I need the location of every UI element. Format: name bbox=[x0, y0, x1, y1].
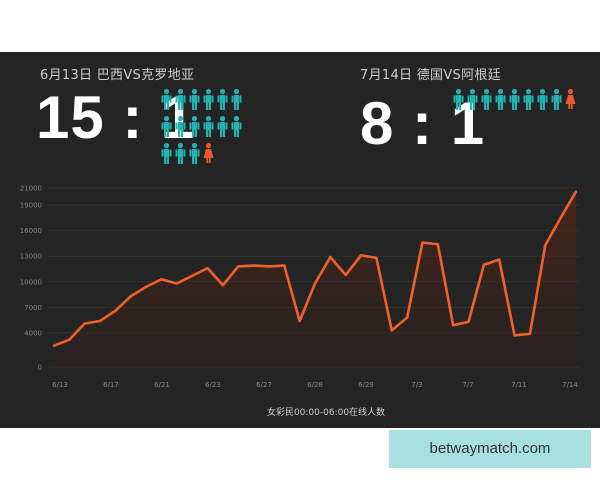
data-point bbox=[436, 243, 440, 246]
male-person-icon bbox=[481, 88, 492, 110]
data-point bbox=[574, 190, 578, 193]
male-person-icon bbox=[189, 88, 200, 110]
male-person-icon bbox=[175, 142, 186, 164]
data-point bbox=[267, 265, 271, 268]
data-point bbox=[528, 332, 532, 335]
data-point bbox=[283, 264, 286, 267]
y-tick-label: 13000 bbox=[20, 253, 42, 261]
male-person-icon bbox=[161, 115, 172, 137]
series-area bbox=[54, 191, 576, 367]
match-1-title: 6月13日 巴西VS克罗地亚 bbox=[40, 68, 195, 83]
data-point bbox=[175, 282, 179, 285]
match-1-ratio-icons bbox=[161, 88, 242, 164]
data-point bbox=[344, 273, 347, 277]
y-tick-label: 10000 bbox=[20, 278, 42, 286]
y-tick-label: 19000 bbox=[20, 202, 42, 210]
x-tick-label: 7/14 bbox=[562, 381, 578, 389]
data-point bbox=[559, 216, 562, 220]
watermark: betwaymatch.com bbox=[389, 430, 591, 468]
data-point bbox=[68, 338, 71, 341]
data-point bbox=[451, 324, 455, 327]
x-axis-label: 女彩民00:00-06:00在线人数 bbox=[267, 406, 385, 418]
match-2-ratio-icons bbox=[453, 88, 576, 110]
y-tick-label: 4000 bbox=[24, 329, 42, 337]
data-point bbox=[98, 319, 102, 323]
male-person-icon bbox=[467, 88, 478, 110]
data-point bbox=[221, 283, 225, 287]
male-person-icon bbox=[537, 88, 548, 110]
male-person-icon bbox=[551, 88, 562, 110]
x-tick-label: 6/27 bbox=[256, 381, 272, 389]
data-point bbox=[544, 243, 547, 247]
data-point bbox=[405, 316, 409, 319]
male-person-icon bbox=[189, 115, 200, 137]
data-point bbox=[129, 295, 132, 298]
x-tick-label: 6/23 bbox=[205, 381, 221, 389]
male-person-icon bbox=[523, 88, 534, 110]
data-point bbox=[513, 334, 516, 337]
data-point bbox=[160, 278, 163, 281]
data-point bbox=[144, 285, 148, 289]
x-tick-label: 6/13 bbox=[52, 381, 68, 389]
x-tick-label: 7/3 bbox=[411, 381, 422, 389]
match-2-title: 7月14日 德国VS阿根廷 bbox=[360, 68, 501, 83]
y-tick-label: 0 bbox=[38, 364, 42, 372]
data-point bbox=[421, 241, 424, 244]
data-point bbox=[482, 263, 486, 266]
male-person-icon bbox=[203, 115, 214, 137]
male-person-icon bbox=[203, 88, 214, 110]
male-person-icon bbox=[189, 142, 200, 164]
x-tick-label: 6/17 bbox=[103, 381, 119, 389]
male-person-icon bbox=[217, 88, 228, 110]
online-users-line-chart: 0 4000 7000 10000 13000 16000 19000 21000 6/13 6/… bbox=[20, 185, 580, 418]
male-person-icon bbox=[161, 142, 172, 164]
y-tick-label: 7000 bbox=[24, 304, 42, 312]
match-2-score: 8 : 1 bbox=[360, 90, 486, 157]
x-tick-label: 7/11 bbox=[511, 381, 527, 389]
male-person-icon bbox=[175, 88, 186, 110]
male-person-icon bbox=[175, 115, 186, 137]
male-person-icon bbox=[509, 88, 520, 110]
male-person-icon bbox=[231, 115, 242, 137]
data-point bbox=[52, 344, 56, 347]
x-tick-label: 7/7 bbox=[462, 381, 473, 389]
data-point bbox=[390, 329, 393, 332]
data-point bbox=[298, 319, 301, 323]
female-person-icon bbox=[565, 88, 576, 109]
male-person-icon bbox=[231, 88, 242, 110]
x-tick-label: 6/28 bbox=[307, 381, 323, 389]
male-person-icon bbox=[453, 88, 464, 110]
data-point bbox=[252, 264, 255, 267]
data-point bbox=[206, 266, 209, 270]
data-point bbox=[237, 265, 240, 268]
data-point bbox=[467, 320, 470, 324]
data-point bbox=[359, 254, 363, 257]
male-person-icon bbox=[161, 88, 172, 110]
data-point bbox=[114, 309, 117, 312]
data-point bbox=[83, 322, 86, 325]
x-tick-label: 6/29 bbox=[358, 381, 374, 389]
y-tick-label: 16000 bbox=[20, 227, 42, 235]
data-point bbox=[375, 256, 378, 260]
y-tick-label: 21000 bbox=[20, 185, 42, 193]
data-point bbox=[498, 258, 501, 261]
x-tick-label: 6/21 bbox=[154, 381, 170, 389]
data-point bbox=[313, 282, 317, 285]
male-person-icon bbox=[217, 115, 228, 137]
male-person-icon bbox=[495, 88, 506, 110]
data-point bbox=[190, 274, 194, 277]
data-point bbox=[329, 255, 332, 259]
female-person-icon bbox=[203, 142, 214, 163]
